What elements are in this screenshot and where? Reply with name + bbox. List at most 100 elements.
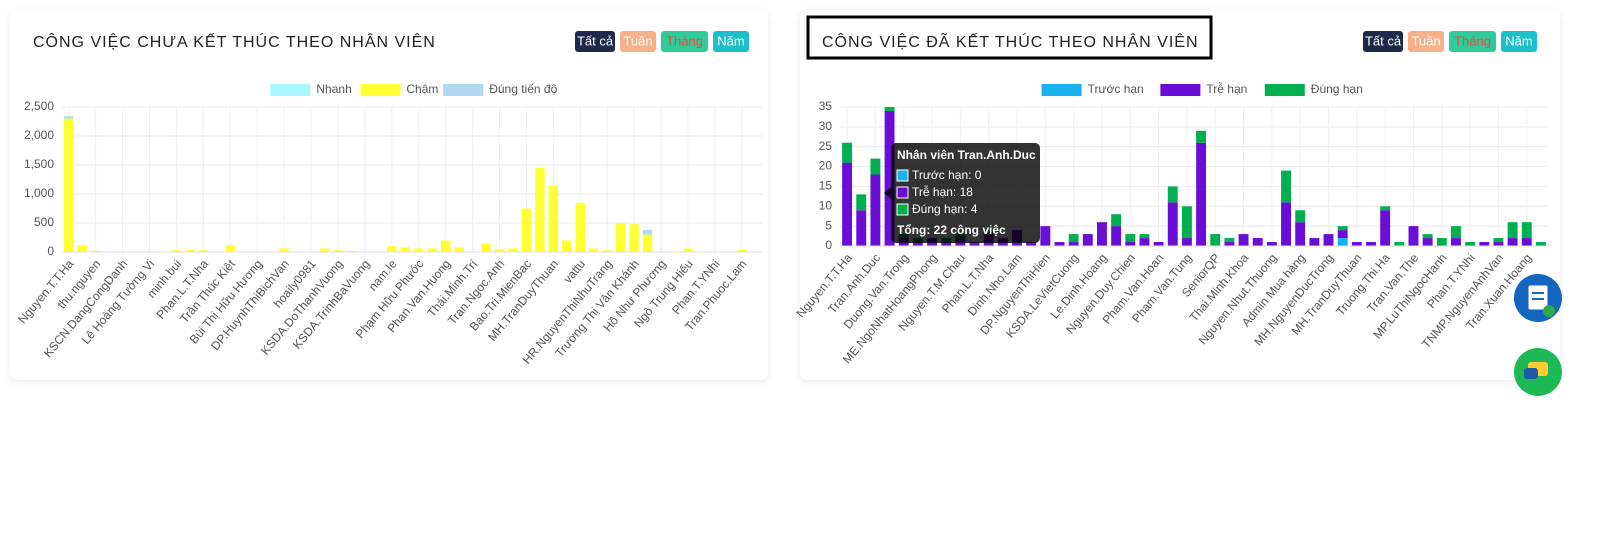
bar-segment <box>414 248 424 252</box>
tooltip-swatch <box>896 186 909 199</box>
bar-segment <box>1040 226 1051 246</box>
bar-segment <box>1281 170 1291 203</box>
bar-segment <box>1097 222 1107 246</box>
filter-label: Tháng <box>666 33 703 48</box>
bar-segment <box>1238 234 1249 246</box>
filter-button[interactable] <box>661 31 708 52</box>
bar-segment <box>642 234 653 252</box>
y-tick-label: 10 <box>819 198 833 212</box>
tooltip-footer: Tổng: 22 công việc <box>897 223 1006 237</box>
bar-segment <box>427 248 437 252</box>
bar-segment <box>90 250 101 252</box>
bar-segment <box>400 247 410 252</box>
legend-label: Đúng tiến độ <box>489 82 557 96</box>
bar-segment <box>1281 202 1291 246</box>
bar-segment <box>1323 234 1334 246</box>
tooltip-title: Nhân viên Tran.Anh.Duc <box>897 148 1036 162</box>
bar-segment <box>1507 222 1518 239</box>
bar-segment <box>1026 242 1037 246</box>
bar-segment <box>1224 242 1235 246</box>
tooltip-swatch <box>896 203 909 216</box>
y-tick-label: 25 <box>819 139 833 153</box>
bar-segment <box>1337 230 1348 239</box>
bar-segment <box>629 224 639 252</box>
bar-segment <box>1125 234 1136 243</box>
bar-segment <box>1507 238 1518 246</box>
legend-swatch <box>1264 84 1305 96</box>
bar-segment <box>1380 206 1391 211</box>
bar-segment <box>64 116 74 119</box>
legend-swatch <box>1041 84 1082 96</box>
plus-badge <box>1543 305 1555 317</box>
legend-label: Chậm <box>406 82 438 96</box>
bar-segment <box>856 210 867 246</box>
charts: CÔNG VIỆC CHƯA KẾT THÚC THEO NHÂN VIÊN Tấ… <box>15 31 1548 367</box>
bar-segment <box>1111 226 1122 246</box>
y-tick-label: 1,500 <box>24 157 54 171</box>
y-tick-label: 20 <box>819 159 833 173</box>
bar-segment <box>1167 202 1178 246</box>
panel-title: CÔNG VIỆC CHƯA KẾT THÚC THEO NHÂN VIÊN <box>33 32 436 51</box>
tooltip <box>891 143 1040 243</box>
filter-label: Tuần <box>623 33 652 48</box>
y-tick-label: 1,000 <box>24 186 54 200</box>
bar-segment <box>683 248 693 252</box>
filter-label: Năm <box>717 33 744 48</box>
bar-segment <box>602 250 612 252</box>
tooltip-line: Đúng hạn: 4 <box>912 202 978 216</box>
legend-label: Trước hạn <box>1088 82 1144 96</box>
bar-segment <box>589 248 599 252</box>
bar-segment <box>1535 242 1546 246</box>
filter-label: Năm <box>1505 33 1532 48</box>
bar-segment <box>1068 242 1079 246</box>
tooltip-arrow <box>884 187 891 199</box>
bar-segment <box>1111 214 1122 227</box>
filter-button[interactable] <box>1408 31 1444 52</box>
highlight-box <box>806 15 1213 60</box>
bar-segment <box>884 107 895 111</box>
bar-segment <box>575 202 585 252</box>
y-tick-label: 30 <box>819 119 833 133</box>
bar-segment <box>1309 238 1320 246</box>
bar-segment <box>1252 238 1263 246</box>
bar-segment <box>198 250 209 252</box>
bar-segment <box>508 248 518 252</box>
bar-segment <box>562 240 572 252</box>
bar-segment <box>1493 238 1504 243</box>
bar-segment <box>1196 130 1207 143</box>
bar-segment <box>870 158 881 175</box>
filter-label: Tất cả <box>577 33 614 48</box>
bar-segment <box>454 247 464 252</box>
y-tick-label: 0 <box>47 244 54 258</box>
bar-segment <box>440 240 451 252</box>
clipboard-icon <box>1527 284 1549 311</box>
bar-segment <box>1068 234 1079 243</box>
bar-segment <box>1125 242 1136 246</box>
bar-segment <box>1082 234 1093 246</box>
tooltip-swatch <box>896 169 909 182</box>
panel-title: CÔNG VIỆC ĐÃ KẾT THÚC THEO NHÂN VIÊN <box>822 31 1199 51</box>
bar-segment <box>535 167 545 252</box>
bar-segment <box>1451 238 1461 246</box>
bar-segment <box>1351 242 1362 246</box>
bar-segment <box>1139 234 1150 239</box>
filter-button[interactable] <box>1449 31 1496 52</box>
bar-segment <box>842 162 853 246</box>
filter-button[interactable] <box>1363 31 1403 52</box>
bar-segment <box>77 245 87 252</box>
filter-button[interactable] <box>1501 31 1537 52</box>
bar-segment <box>185 249 195 252</box>
filter-button[interactable] <box>713 31 749 52</box>
card <box>800 10 1560 380</box>
bar-segment <box>1266 242 1277 246</box>
float-buttons <box>1514 274 1562 396</box>
bar-segment <box>1167 186 1178 203</box>
bar-segment <box>481 243 491 252</box>
filter-button[interactable] <box>575 31 615 52</box>
filter-button[interactable] <box>620 31 656 52</box>
y-tick-label: 2,500 <box>24 99 54 113</box>
bar-segment <box>1337 238 1348 246</box>
bar-segment <box>1465 242 1476 246</box>
bar-segment <box>494 249 505 252</box>
